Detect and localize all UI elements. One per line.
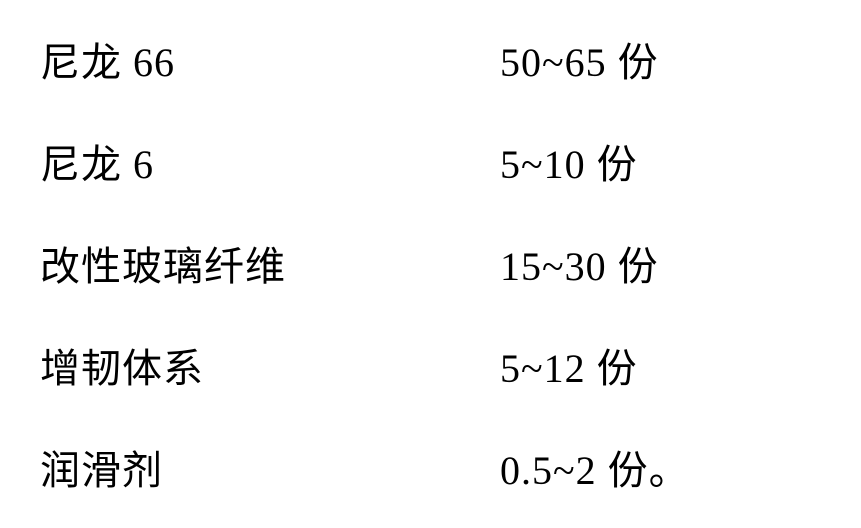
ingredient-value: 5~12 份 (500, 336, 638, 394)
table-row: 尼龙 66 50~65 份 (40, 30, 821, 88)
ingredient-label: 增韧体系 (40, 336, 500, 394)
ingredient-list: 尼龙 66 50~65 份 尼龙 6 5~10 份 改性玻璃纤维 15~30 份… (40, 30, 821, 496)
ingredient-label: 润滑剂 (40, 438, 500, 496)
ingredient-label: 尼龙 66 (40, 30, 500, 88)
table-row: 增韧体系 5~12 份 (40, 336, 821, 394)
table-row: 改性玻璃纤维 15~30 份 (40, 234, 821, 292)
table-row: 润滑剂 0.5~2 份。 (40, 438, 821, 496)
ingredient-value: 15~30 份 (500, 234, 659, 292)
ingredient-value: 50~65 份 (500, 30, 659, 88)
ingredient-label: 改性玻璃纤维 (40, 234, 500, 292)
ingredient-label: 尼龙 6 (40, 132, 500, 190)
table-row: 尼龙 6 5~10 份 (40, 132, 821, 190)
ingredient-value: 0.5~2 份。 (500, 438, 690, 496)
ingredient-value: 5~10 份 (500, 132, 638, 190)
